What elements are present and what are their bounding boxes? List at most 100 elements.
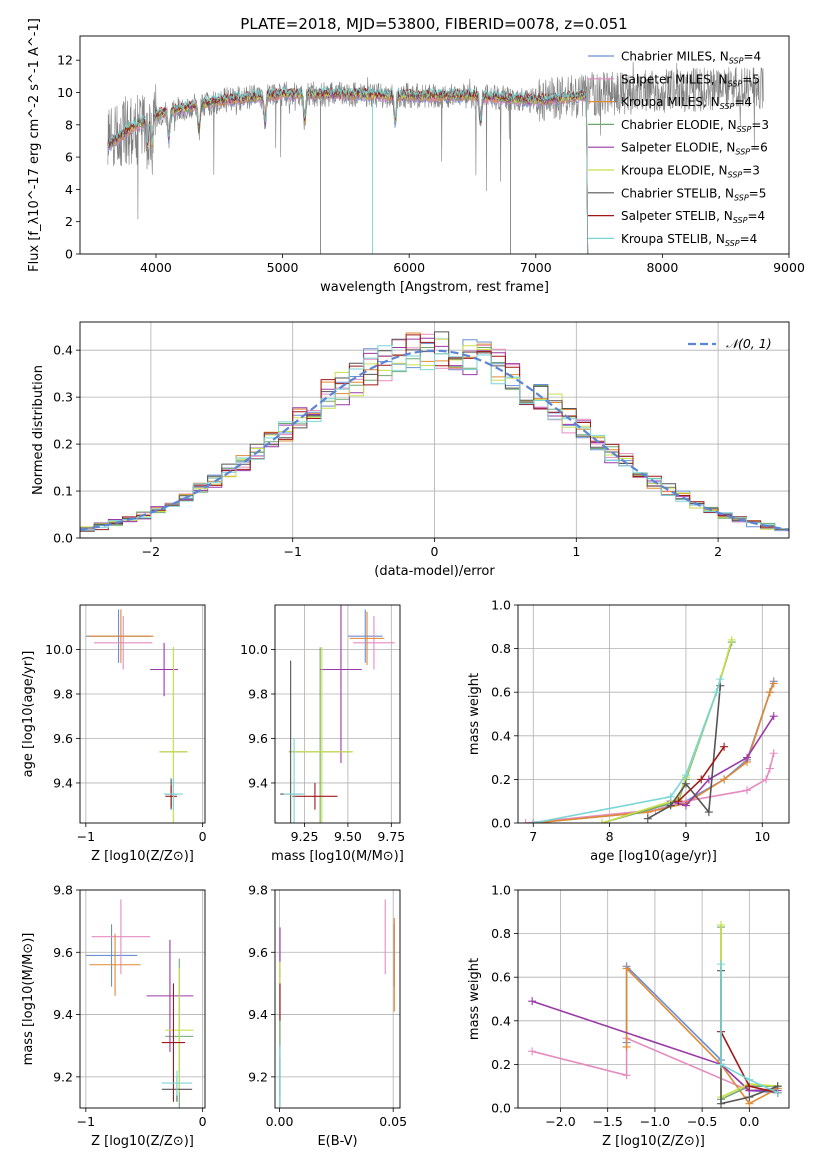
- data-point-marker: [521, 819, 530, 823]
- salpeter-elodie-weight-line: [531, 1000, 778, 1092]
- legend-entry: Salpeter STELIB, NSSP=4: [621, 209, 765, 225]
- age_vs_mass-panel: 9.25 9.50 9.75 9.4 9.6 9.8 10.0 mass [log10(M/M…: [240, 604, 405, 864]
- data-point-marker: [773, 1088, 782, 1097]
- legend-entry: Chabrier MILES, NSSP=4: [621, 50, 761, 66]
- y-tick-label: 1.0: [491, 883, 511, 898]
- y-tick-label: 0.2: [491, 1057, 511, 1072]
- kroupa-miles-errorbar: [349, 611, 385, 666]
- y-tick-label: 0.4: [491, 1013, 511, 1028]
- y-tick-label: 0.0: [491, 816, 511, 831]
- x-tick-label: 2: [714, 544, 722, 559]
- data-point-marker: [528, 997, 537, 1006]
- x-axis-label: Z [log10(Z/Z⊙)]: [91, 1134, 194, 1149]
- y-tick-label: 0.0: [53, 531, 73, 546]
- axes-frame: [274, 889, 401, 1109]
- salpeter-miles-errorbar: [353, 616, 395, 670]
- axes-frame: [274, 604, 401, 824]
- legend-entry: Salpeter MILES, NSSP=5: [621, 72, 760, 88]
- chabrier-miles-weight-line: [533, 681, 775, 823]
- y-tick-label: 6: [65, 150, 73, 165]
- y-tick-label: 0.0: [491, 1101, 511, 1116]
- kroupa-miles-errorbar: [88, 609, 154, 663]
- data-point-marker: [622, 1042, 631, 1051]
- y-tick-label: 0: [65, 247, 73, 262]
- axes-frame: [79, 321, 790, 539]
- y-tick-label: 0.4: [53, 343, 73, 358]
- data-point-marker: [697, 775, 706, 784]
- legend-entry: 𝒩(0, 1): [726, 336, 772, 351]
- y-tick-label: 9.6: [248, 945, 268, 960]
- y-tick-label: 1.0: [491, 598, 511, 613]
- x-tick-label: −1.5: [593, 1114, 623, 1129]
- x-axis-label: mass [log10(M/M⊙)]: [271, 849, 404, 864]
- y-axis-label: Normed distribution: [31, 365, 46, 495]
- x-tick-label: 8: [606, 829, 614, 844]
- residuals-plot-area: [80, 331, 789, 532]
- legend-entry: Chabrier STELIB, NSSP=5: [621, 186, 766, 202]
- salpeter-elodie-errorbar: [146, 939, 194, 1052]
- y-tick-label: 9.6: [53, 731, 73, 746]
- y-tick-label: 0.3: [53, 390, 73, 405]
- data-point-marker: [681, 801, 690, 810]
- data-point-marker: [622, 964, 631, 973]
- y-tick-label: 9.8: [53, 686, 73, 701]
- salpeter-stelib-errorbar: [161, 983, 186, 1102]
- x-tick-label: −1: [283, 544, 301, 559]
- data-point-marker: [716, 675, 725, 684]
- y-axis-label: mass weight: [467, 958, 482, 1040]
- x-tick-label: 0.00: [266, 1114, 294, 1129]
- y-tick-label: 0.8: [491, 641, 511, 656]
- x-tick-label: −1.0: [640, 1114, 670, 1129]
- data-point-marker: [765, 688, 774, 697]
- y-tick-label: 9.8: [248, 686, 268, 701]
- y-tick-label: 9.4: [248, 775, 268, 790]
- y-axis-label: Flux [f_λ10^-17 erg cm^-2 s^-1 A^-1]: [27, 18, 42, 272]
- y-tick-label: 10: [57, 85, 73, 100]
- y-tick-label: 9.6: [53, 945, 73, 960]
- data-point-marker: [745, 1093, 754, 1102]
- data-point-marker: [717, 920, 726, 929]
- data-point-marker: [743, 786, 752, 795]
- y-tick-label: 10.0: [45, 642, 73, 657]
- y-tick-label: 0.2: [491, 772, 511, 787]
- kroupa-stelib-model-line: [107, 85, 589, 254]
- x-axis-label: Z [log10(Z/Z⊙)]: [91, 849, 194, 864]
- x-tick-label: 4000: [140, 260, 172, 275]
- data-point-marker: [743, 753, 752, 762]
- kroupa-elodie-errorbar: [165, 967, 194, 1093]
- salpeter-miles-errorbar: [94, 616, 153, 670]
- y-tick-label: 9.2: [53, 1069, 73, 1084]
- salpeter-elodie-errorbar: [320, 605, 362, 763]
- x-axis-label: E(B-V): [317, 1134, 357, 1149]
- kroupa-miles-weight-line: [533, 683, 775, 823]
- x-tick-label: 0.05: [379, 1114, 407, 1129]
- data-point-marker: [720, 742, 729, 751]
- x-tick-label: −1: [77, 829, 95, 844]
- legend-entry: Chabrier ELODIE, NSSP=3: [621, 118, 769, 134]
- x-tick-label: 6000: [393, 260, 425, 275]
- data-point-marker: [666, 801, 675, 810]
- kroupa-stelib-weight-line: [720, 964, 779, 1094]
- x-tick-label: −1: [77, 1114, 95, 1129]
- kroupa-elodie-weight-line: [601, 639, 733, 823]
- weight_vs_Z-plot-area: [528, 920, 782, 1108]
- data-point-marker: [643, 814, 652, 823]
- y-axis-label: age [log10(age/yr)]: [21, 651, 36, 778]
- data-point-marker: [666, 792, 675, 801]
- axes-frame: [79, 889, 206, 1109]
- salpeter-stelib-errorbar: [292, 782, 338, 810]
- data-point-marker: [622, 1071, 631, 1080]
- x-tick-label: 0: [199, 829, 207, 844]
- kroupa-stelib-errorbar: [283, 738, 305, 823]
- x-tick-label: 8000: [646, 260, 678, 275]
- x-axis-label: wavelength [Angstrom, rest frame]: [320, 280, 549, 295]
- data-point-marker: [765, 764, 774, 773]
- kroupa-stelib-errorbar: [164, 778, 183, 810]
- spectrum-panel: 4000 5000 6000 7000 8000 9000 0 2 4 6 8 10 12 wavelen…: [27, 18, 805, 295]
- legend-entry: Kroupa MILES, NSSP=4: [621, 95, 752, 111]
- data-point-marker: [717, 1099, 726, 1108]
- data-point-marker: [717, 960, 726, 969]
- data-point-marker: [674, 797, 683, 806]
- y-tick-label: 4: [65, 182, 73, 197]
